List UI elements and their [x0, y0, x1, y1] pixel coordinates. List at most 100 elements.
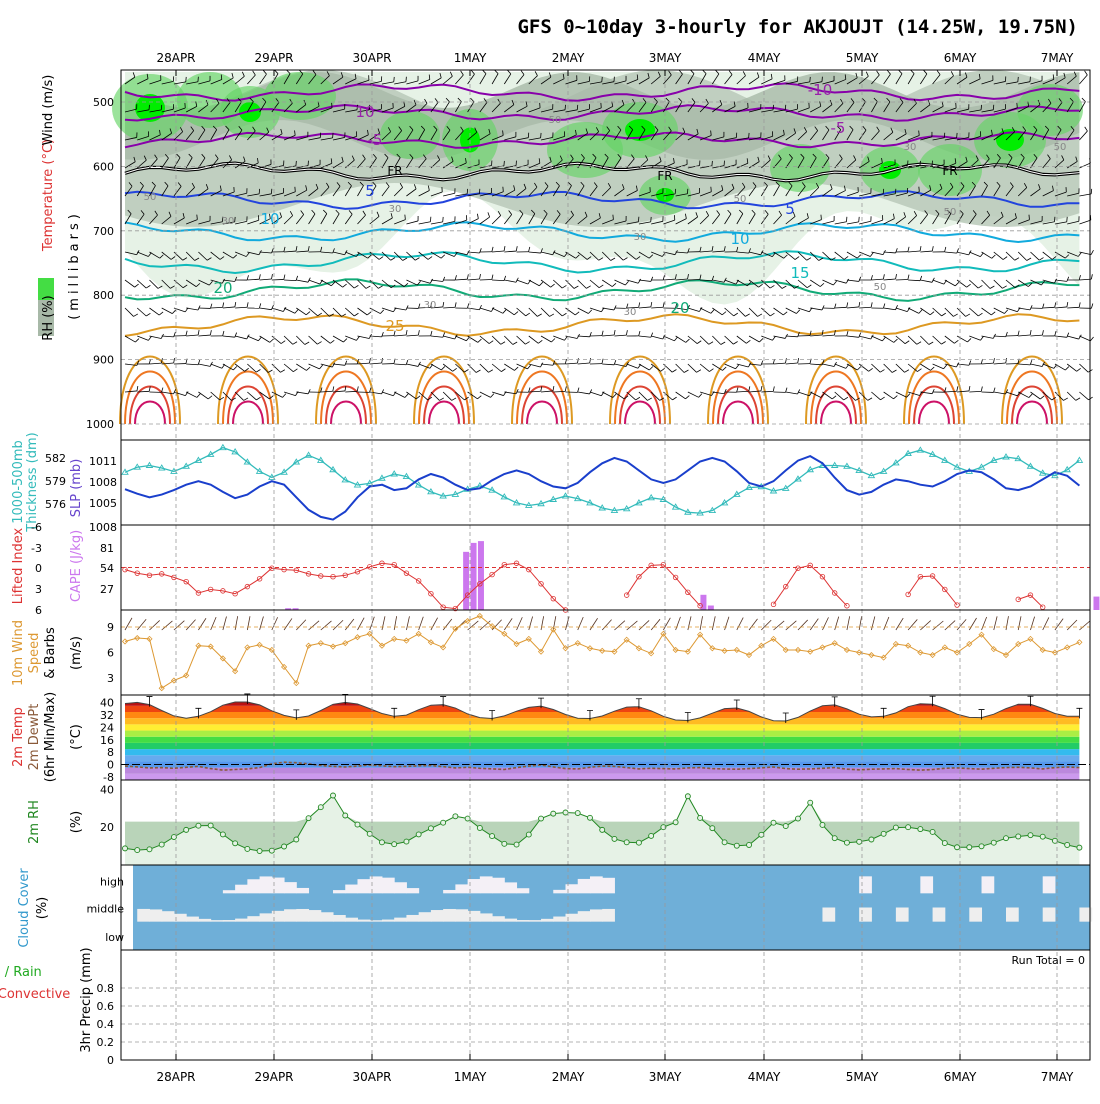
ylabel-temperature: Temperature (°C): [41, 139, 56, 252]
cloud-mid-cell: [357, 920, 370, 922]
li-tick-label: 3: [35, 583, 42, 596]
cloud-high-cell: [578, 879, 591, 893]
slp-tick-label: 1011: [89, 455, 117, 468]
ylabel-temp-1: 2m Temp: [11, 707, 26, 767]
rh2m-point: [771, 820, 776, 825]
cloud-high-cell: [345, 885, 358, 894]
rh2m-point: [514, 842, 519, 847]
ylabel-wind10-4: (m/s): [69, 636, 84, 670]
wind-barb-flag: [613, 215, 614, 220]
rh2m-point: [795, 816, 800, 821]
cloud-mid-cell: [162, 911, 175, 921]
rh2m-point: [392, 842, 397, 847]
cloud-mid-cell: [443, 909, 456, 922]
rh2m-point: [734, 843, 739, 848]
cloud-mid-cell: [149, 909, 162, 921]
chart-title: GFS 0~10day 3-hourly for AKJOUJT (14.25W…: [517, 16, 1078, 38]
cloud-level-label: low: [105, 931, 124, 944]
cloud-high-cell: [1043, 876, 1056, 893]
rh2m-point: [893, 825, 898, 830]
cloud-mid-cell: [223, 920, 236, 922]
cloud-mid-cell: [455, 909, 468, 921]
cloud-high-cell: [394, 882, 407, 893]
isotherm-label: FR: [942, 164, 957, 178]
cloud-mid-cell: [247, 916, 260, 922]
isotherm-label: FR: [657, 169, 672, 183]
panel-frame-bg-wind: [121, 610, 1090, 695]
rh2m-point: [979, 844, 984, 849]
cloud-mid-cell: [468, 911, 481, 922]
cloud-mid-cell: [186, 917, 199, 922]
date-label-bottom: 30APR: [352, 1070, 391, 1084]
cloud-high-cell: [443, 890, 456, 893]
cloud-high-cell: [406, 888, 419, 893]
date-label-top: 28APR: [156, 51, 195, 65]
cloud-mid-cell: [529, 920, 542, 922]
temp-tick-label: 8: [107, 746, 114, 759]
rh2m-point: [600, 827, 605, 832]
cloud-high-cell: [284, 882, 297, 893]
cape-bar: [463, 552, 469, 610]
cloud-mid-cell: [553, 917, 566, 922]
rh-contour-label: 30: [389, 204, 402, 215]
precip-tick-label: 0.6: [97, 1000, 115, 1013]
rh2m-point: [416, 832, 421, 837]
thickness-tick-label: 582: [45, 452, 66, 465]
ylabel-rh: RH (%): [41, 295, 56, 340]
rh2m-point: [355, 822, 360, 827]
pressure-tick-label: 600: [93, 160, 114, 173]
isotherm-label: 10: [260, 210, 279, 228]
wind10-tick-label: 9: [107, 621, 114, 634]
cloud-high-cell: [357, 879, 370, 893]
rh2m-point: [636, 840, 641, 845]
date-label-top: 3MAY: [649, 51, 682, 65]
cloud-high-cell: [492, 878, 505, 894]
cloud-mid-cell: [382, 920, 395, 922]
rh2m-point: [747, 842, 752, 847]
rh2m-point: [832, 836, 837, 841]
rh2m-point: [930, 829, 935, 834]
cloud-high-cell: [517, 888, 530, 893]
ylabel-cloud-2: (%): [35, 897, 50, 920]
cloud-high-cell: [920, 876, 933, 893]
rh2m-point: [135, 848, 140, 853]
rh2m-point: [783, 824, 788, 829]
cape-tick-label: 54: [100, 562, 114, 575]
isotherm-label: 5: [785, 200, 795, 218]
date-label-top: 1MAY: [454, 51, 487, 65]
rh-contour-label: 30: [222, 216, 235, 227]
slp-tick-label: 1008: [89, 521, 117, 534]
rh2m-point: [343, 813, 348, 818]
wind-barb-flag: [1090, 337, 1093, 341]
cape-tick-label: 27: [100, 583, 114, 596]
rh2m-point: [991, 840, 996, 845]
ylabel-wind10-2: Speed: [27, 633, 42, 674]
li-tick-label: 6: [35, 604, 42, 617]
rh2m-point: [367, 831, 372, 836]
wind-barb-flag: [1091, 304, 1092, 309]
wind10-tick-label: 3: [107, 672, 114, 685]
rh2m-point: [441, 820, 446, 825]
rh2m-point: [844, 840, 849, 845]
cloud-mid-cell: [492, 916, 505, 921]
wind-barb: [688, 279, 700, 280]
date-label-bottom: 3MAY: [649, 1070, 682, 1084]
temp-band: [121, 737, 1090, 743]
rh2m-point: [722, 840, 727, 845]
cloud-mid-cell: [1043, 908, 1056, 922]
panel-frame-bg-precip: [121, 950, 1090, 1060]
temp-band: [121, 774, 1090, 780]
cloud-mid-cell: [345, 918, 358, 922]
rh2m-point: [318, 805, 323, 810]
cloud-mid-cell: [896, 908, 909, 922]
rh2m-point: [294, 837, 299, 842]
rh2m-point: [539, 816, 544, 821]
temp-tick-label: -8: [103, 771, 114, 784]
slp-tick-label: 1008: [89, 476, 117, 489]
cloud-high-cell: [333, 890, 346, 893]
pressure-tick-label: 800: [93, 289, 114, 302]
temp-tick-label: 0: [107, 759, 114, 772]
rh2m-point: [379, 840, 384, 845]
rh2m-point: [490, 834, 495, 839]
